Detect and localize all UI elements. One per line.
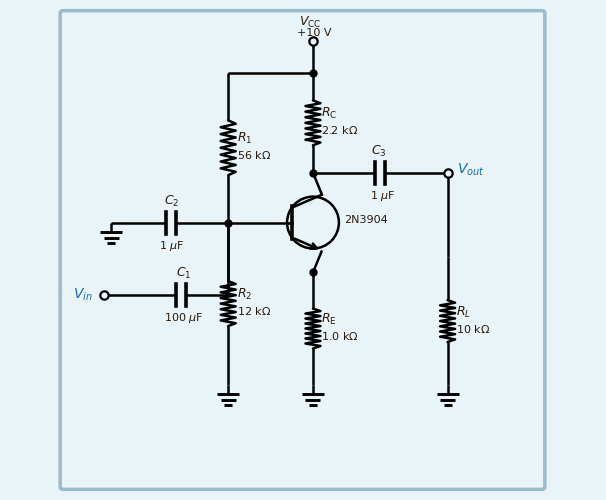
- FancyBboxPatch shape: [60, 10, 545, 490]
- Text: 56 k$\Omega$: 56 k$\Omega$: [237, 150, 271, 162]
- Text: $C_2$: $C_2$: [164, 194, 179, 209]
- Text: $C_1$: $C_1$: [176, 266, 191, 281]
- Text: 2N3904: 2N3904: [344, 215, 388, 225]
- Text: +10 V: +10 V: [297, 28, 331, 38]
- Text: $R_1$: $R_1$: [237, 132, 252, 146]
- Text: $V_{in}$: $V_{in}$: [73, 286, 93, 303]
- Text: $R_L$: $R_L$: [456, 304, 471, 320]
- Text: 12 k$\Omega$: 12 k$\Omega$: [237, 305, 271, 317]
- Text: $R_{\rm C}$: $R_{\rm C}$: [321, 106, 338, 122]
- Text: $V_{out}$: $V_{out}$: [456, 162, 484, 178]
- Text: 2.2 k$\Omega$: 2.2 k$\Omega$: [321, 124, 359, 136]
- Text: $R_2$: $R_2$: [237, 287, 252, 302]
- Text: 1.0 k$\Omega$: 1.0 k$\Omega$: [321, 330, 359, 342]
- Text: 1 $\mu$F: 1 $\mu$F: [159, 238, 185, 252]
- Text: $V_{\rm CC}$: $V_{\rm CC}$: [299, 14, 322, 30]
- Text: 100 $\mu$F: 100 $\mu$F: [164, 311, 203, 325]
- Text: 10 k$\Omega$: 10 k$\Omega$: [456, 322, 490, 334]
- Text: $C_3$: $C_3$: [371, 144, 387, 160]
- Text: 1 $\mu$F: 1 $\mu$F: [370, 188, 396, 202]
- Text: $R_{\rm E}$: $R_{\rm E}$: [321, 312, 337, 327]
